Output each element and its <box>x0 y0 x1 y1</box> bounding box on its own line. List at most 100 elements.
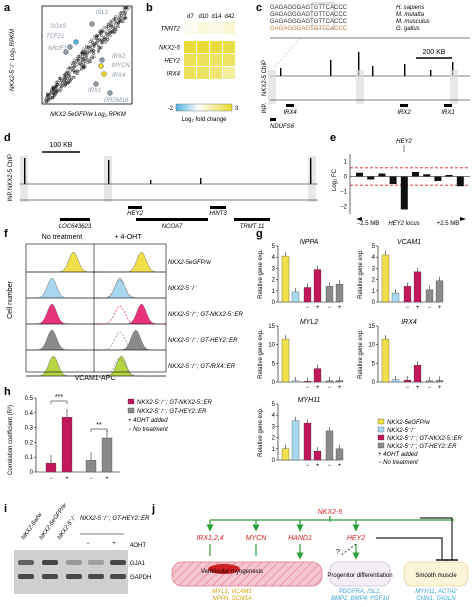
scatter-point <box>92 49 95 53</box>
treatment-tick: − <box>89 476 93 482</box>
legend: NKX2-5eGFP/w NKX2-5⁻/⁻ NKX2-5⁻/⁻; GT-NKX2-… <box>377 418 462 466</box>
legend-item: NKX2-5⁻/⁻; GT-HEY2::ER <box>137 409 207 415</box>
treatment-tick: − <box>306 463 310 469</box>
y-axis-label: Relative gene exp. <box>358 329 364 379</box>
treatment-tick: − <box>306 385 310 391</box>
expression-bar <box>291 420 300 461</box>
treatment-tick: + <box>416 305 420 311</box>
panel-label: f <box>4 228 8 240</box>
expression-bar <box>425 380 434 383</box>
y-tick-label: 0 <box>372 380 376 386</box>
scatter-point <box>88 57 92 61</box>
heatmap-row-label: IRX4 <box>167 72 181 78</box>
panel-label: i <box>4 503 7 515</box>
scatter-point <box>49 90 53 94</box>
scatter-point <box>55 90 59 94</box>
expression-bar <box>313 450 322 461</box>
y-tick-label: 10 <box>368 343 375 349</box>
hand1-node: HAND1 <box>288 535 312 542</box>
band-label: GAPDH <box>130 575 151 581</box>
scatter-point <box>48 97 51 101</box>
treatment-tick: − <box>428 385 432 391</box>
scatter-point <box>82 52 85 55</box>
fold-change-bar <box>412 172 419 177</box>
mycn-node: MYCN <box>246 535 268 542</box>
scatter-point <box>75 58 79 61</box>
legend-item: − No treatment <box>128 427 168 433</box>
gene-label: TRMT 11 <box>240 224 265 230</box>
legend-swatch <box>127 398 135 405</box>
scatter-point <box>80 59 84 62</box>
col-title-4oht: + 4-OHT <box>114 234 142 241</box>
scatter-point <box>75 72 79 75</box>
colorbar-max: 3 <box>235 106 239 112</box>
edge-uncertain <box>339 543 357 557</box>
chart-title: MYH11 <box>298 397 321 404</box>
scatter-point <box>83 65 87 69</box>
expression-bar <box>303 381 312 383</box>
flow-histogram <box>94 251 166 273</box>
scatter-point <box>79 68 83 71</box>
heatmap-row-label: HEY2 <box>164 59 180 65</box>
expression-bar <box>291 380 300 383</box>
expression-bar <box>391 292 400 303</box>
reference-histogram <box>94 357 166 377</box>
y-axis-label: Relative gene exp. <box>258 329 264 379</box>
scatter-point <box>90 38 93 42</box>
correlation-bar <box>61 417 73 473</box>
gja1-band <box>42 560 58 565</box>
y-tick-label: 1 <box>372 289 376 295</box>
scatter-point <box>112 17 115 21</box>
scatter-point <box>110 30 113 34</box>
scatter-point <box>96 39 99 42</box>
scatter-point <box>97 45 100 48</box>
chip-peak <box>108 160 110 184</box>
expression-bar <box>291 291 300 303</box>
scatter-point <box>91 40 94 44</box>
gapdh-band <box>110 574 126 579</box>
scatter-point <box>93 35 96 38</box>
irx-node: IRX1,2,4 <box>196 535 223 542</box>
expression-bar <box>391 379 400 383</box>
scatter-point <box>54 81 58 84</box>
y-tick-label: −1 <box>340 190 348 196</box>
scatter-point <box>122 17 126 21</box>
species-label: M. musculus <box>396 19 430 25</box>
scatter-point <box>79 64 83 67</box>
blot-membrane <box>14 550 128 594</box>
gene-block <box>270 118 276 121</box>
scatter-point <box>68 74 72 78</box>
gene-label-up: ISL1 <box>96 10 108 16</box>
treatment-tick: + <box>416 385 420 391</box>
chip-peak <box>200 178 202 184</box>
box-title: Smooth muscle <box>415 573 457 579</box>
heatmap-cell <box>184 22 196 34</box>
expression-bar <box>335 380 344 383</box>
peak-highlight <box>450 70 458 104</box>
treatment-label: 4OHT <box>130 543 146 549</box>
scatter-point <box>52 87 56 91</box>
highlighted-gene-point <box>101 71 107 77</box>
gene-track: HEY2 HINT3 LOC643623 NCOA7 TRMT 11 <box>59 206 270 230</box>
scatter-point <box>70 75 73 79</box>
scatter-point <box>64 83 67 87</box>
scatter-point <box>120 20 124 23</box>
gene-label-down: PRDM16 <box>104 98 129 104</box>
y-tick-label: 4 <box>272 255 276 261</box>
scatter-point <box>65 70 68 74</box>
scatter-point <box>45 100 48 104</box>
legend-item: NKX2-5⁻/⁻; GT-HEY2::ER <box>387 444 457 450</box>
scatter-point <box>77 58 80 62</box>
gapdh-band <box>66 574 82 579</box>
x-axis-label: NKX2-5eGFP/w Log₂ RPKM <box>50 112 126 118</box>
scatter-point <box>46 93 50 96</box>
y-axis-label: Cell number <box>7 280 14 318</box>
genotype-label: NKX2-5⁻/⁻; GT-IRX4::ER <box>168 364 236 370</box>
scatter-point <box>61 83 64 87</box>
edge-hey2-smooth <box>376 537 443 560</box>
scatter-point <box>54 85 58 89</box>
scatter-point <box>94 41 98 45</box>
y-tick-label: 5 <box>372 361 376 367</box>
